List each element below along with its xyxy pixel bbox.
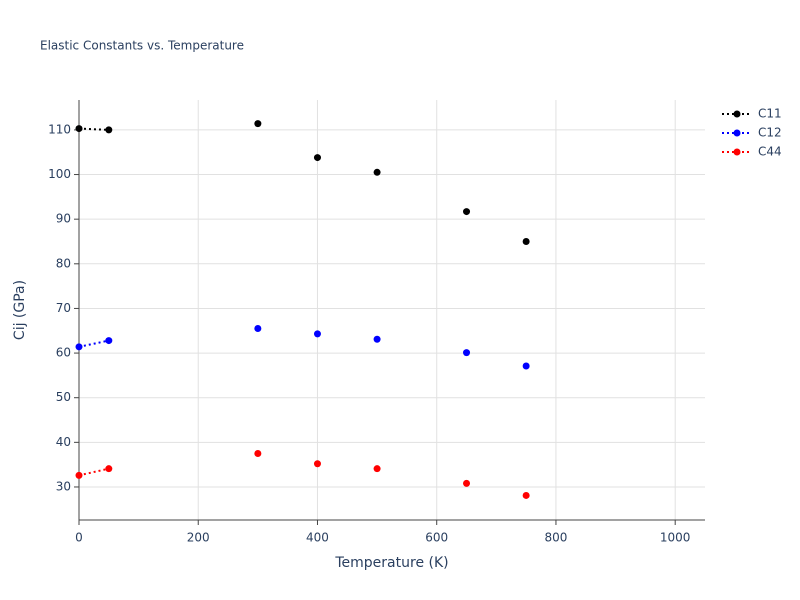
marker: [373, 335, 381, 343]
marker: [75, 343, 83, 351]
marker: [522, 491, 530, 499]
marker: [463, 479, 471, 487]
x-axis-title: Temperature (K): [334, 555, 448, 571]
marker: [75, 125, 83, 133]
marker: [105, 126, 113, 134]
y-tick-label: 30: [56, 479, 71, 493]
x-tick-label: 0: [75, 531, 83, 545]
x-tick-label: 800: [544, 531, 567, 545]
marker: [254, 325, 262, 333]
y-tick-label: 40: [56, 435, 71, 449]
marker: [254, 120, 262, 128]
marker: [373, 465, 381, 473]
legend-label: C44: [758, 145, 782, 159]
y-tick-label: 100: [48, 167, 71, 181]
marker: [463, 349, 471, 357]
legend-marker: [733, 129, 741, 137]
marker: [313, 154, 321, 162]
marker: [373, 168, 381, 176]
marker: [463, 208, 471, 216]
y-axis-title: Cij (GPa): [12, 280, 28, 340]
x-tick-label: 400: [306, 531, 329, 545]
marker: [522, 362, 530, 370]
legend-marker: [733, 148, 741, 156]
legend-marker: [733, 110, 741, 118]
marker: [254, 449, 262, 457]
chart-title: Elastic Constants vs. Temperature: [40, 39, 244, 53]
series-line: [78, 467, 110, 477]
series-line: [78, 339, 110, 348]
marker: [105, 337, 113, 345]
x-tick-label: 600: [425, 531, 448, 545]
legend-label: C12: [758, 126, 782, 140]
y-tick-label: 70: [56, 301, 71, 315]
y-tick-label: 110: [48, 122, 71, 136]
y-tick-label: 50: [56, 390, 71, 404]
x-tick-label: 200: [187, 531, 210, 545]
legend-label: C11: [758, 107, 782, 121]
x-tick-label: 1000: [660, 531, 691, 545]
marker: [313, 460, 321, 468]
marker: [105, 465, 113, 473]
y-tick-label: 60: [56, 346, 71, 360]
marker: [522, 237, 530, 245]
y-tick-label: 80: [56, 256, 71, 270]
marker: [75, 471, 83, 479]
y-tick-label: 90: [56, 212, 71, 226]
marker: [313, 330, 321, 338]
